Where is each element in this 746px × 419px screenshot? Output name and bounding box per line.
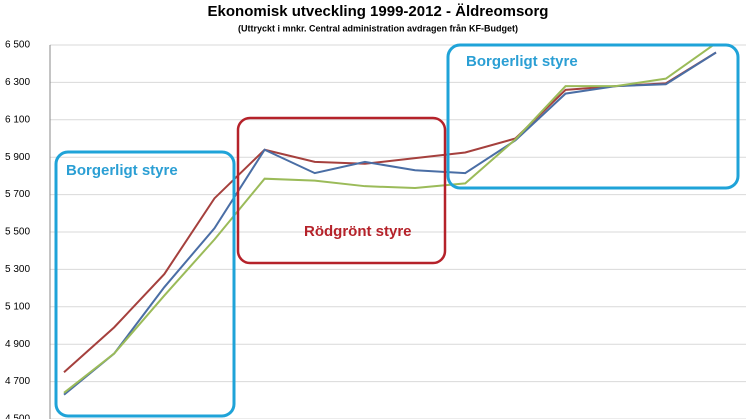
y-tick-label: 5 700 [5, 189, 30, 200]
y-tick-label: 4 500 [5, 414, 30, 419]
series-line [63, 51, 717, 373]
annotation-box [446, 43, 740, 190]
annotation: Borgerligt styre [66, 162, 178, 179]
y-tick-label: 5 500 [5, 227, 30, 238]
chart-title: Ekonomisk utveckling 1999-2012 - Äldreom… [208, 3, 549, 20]
y-tick-label: 4 900 [5, 339, 30, 350]
y-tick-label: 6 100 [5, 114, 30, 125]
annotation-box [54, 150, 236, 418]
y-tick-label: 5 900 [5, 152, 30, 163]
y-tick-label: 5 300 [5, 264, 30, 275]
annotation-box [236, 116, 447, 265]
y-tick-label: 6 500 [5, 40, 30, 51]
y-tick-label: 4 700 [5, 376, 30, 387]
annotation: Borgerligt styre [466, 53, 578, 70]
series-line [63, 45, 716, 394]
chart-subtitle: (Uttryckt i mnkr. Central administration… [238, 23, 518, 33]
annotation: Rödgrönt styre [304, 223, 412, 240]
y-tick-label: 5 100 [5, 301, 30, 312]
series-line [63, 51, 717, 396]
y-tick-label: 6 300 [5, 77, 30, 88]
